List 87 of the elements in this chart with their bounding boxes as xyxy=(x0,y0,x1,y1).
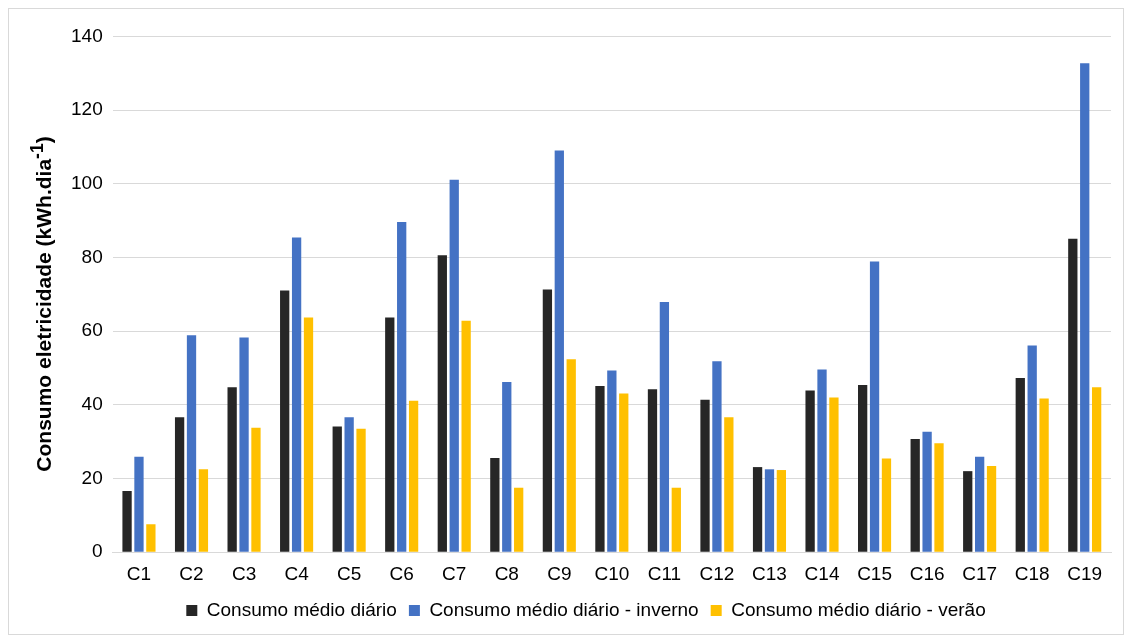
bar xyxy=(461,320,471,552)
x-tick-label: C3 xyxy=(231,562,257,584)
bar xyxy=(671,487,681,552)
bar xyxy=(910,439,920,552)
bar xyxy=(566,359,576,552)
bar xyxy=(303,317,314,552)
x-tick-label: C16 xyxy=(909,562,945,584)
x-tick-label: C7 xyxy=(442,562,467,584)
x-tick-label: C11 xyxy=(647,562,682,584)
bar xyxy=(227,387,237,552)
bar xyxy=(239,337,249,552)
bar xyxy=(1015,377,1025,552)
bar xyxy=(619,393,629,552)
bar xyxy=(764,469,775,552)
x-tick-label: C1 xyxy=(126,562,152,584)
bar xyxy=(344,417,354,552)
x-tick-label: C8 xyxy=(494,562,519,584)
bar xyxy=(251,427,261,552)
legend-label: Consumo médio diário - verão xyxy=(731,598,986,620)
x-tick-label: C19 xyxy=(1067,562,1103,584)
x-tick-label: C5 xyxy=(336,562,362,584)
y-tick-label: 120 xyxy=(71,98,103,120)
bar xyxy=(975,456,985,552)
bar xyxy=(1027,345,1037,552)
bar xyxy=(449,179,459,552)
bar xyxy=(1080,63,1090,552)
x-tick-label: C18 xyxy=(1014,562,1050,584)
y-tick-label: 140 xyxy=(71,24,103,46)
bar xyxy=(332,426,342,552)
y-tick-label: 0 xyxy=(92,540,103,562)
y-tick-label: 60 xyxy=(81,319,103,341)
bar xyxy=(356,428,366,552)
y-tick-label: 100 xyxy=(71,172,103,194)
bar xyxy=(869,261,880,552)
bar xyxy=(174,417,185,552)
x-tick-label: C14 xyxy=(804,562,840,584)
bar xyxy=(437,255,447,552)
legend-label: Consumo médio diário xyxy=(206,598,397,620)
bar xyxy=(647,389,658,552)
bar xyxy=(291,237,302,552)
x-tick-label: C13 xyxy=(752,562,787,584)
x-tick-label: C12 xyxy=(699,562,735,584)
y-tick-label: 80 xyxy=(81,245,103,267)
bar xyxy=(776,470,787,552)
bar xyxy=(186,335,197,552)
bar xyxy=(805,390,815,552)
bar xyxy=(829,397,839,552)
bar xyxy=(700,399,710,552)
bar xyxy=(595,386,605,552)
bar xyxy=(712,361,722,552)
bar xyxy=(607,370,617,552)
bar xyxy=(554,150,564,552)
bar xyxy=(134,456,144,552)
bar xyxy=(542,289,553,552)
x-tick-label: C15 xyxy=(857,562,892,584)
bar xyxy=(986,465,997,552)
bar xyxy=(724,417,734,552)
bar xyxy=(280,290,290,552)
x-tick-label: C10 xyxy=(594,562,630,584)
bar xyxy=(881,458,892,552)
x-tick-label: C6 xyxy=(389,562,414,584)
x-tick-label: C2 xyxy=(179,562,204,584)
bar xyxy=(1039,398,1049,552)
y-tick-label: 40 xyxy=(81,393,103,415)
bar xyxy=(659,302,670,552)
x-tick-label: C4 xyxy=(284,562,310,584)
bar xyxy=(490,457,500,552)
bar xyxy=(934,443,944,552)
x-tick-label: C9 xyxy=(547,562,572,584)
bar xyxy=(1068,238,1078,552)
bar xyxy=(122,491,132,552)
bar xyxy=(397,222,407,552)
bar xyxy=(817,369,827,552)
bar xyxy=(1091,387,1102,552)
bar xyxy=(408,400,419,552)
bar xyxy=(922,431,932,552)
bar xyxy=(858,384,868,552)
x-tick-label: C17 xyxy=(962,562,998,584)
bar xyxy=(752,467,763,552)
bar xyxy=(514,487,524,552)
bar xyxy=(963,471,973,552)
bar xyxy=(146,524,156,552)
legend-label: Consumo médio diário - inverno xyxy=(429,598,699,620)
y-tick-label: 20 xyxy=(81,466,103,488)
bar xyxy=(502,381,512,552)
bar xyxy=(198,469,209,552)
bar xyxy=(385,317,395,552)
